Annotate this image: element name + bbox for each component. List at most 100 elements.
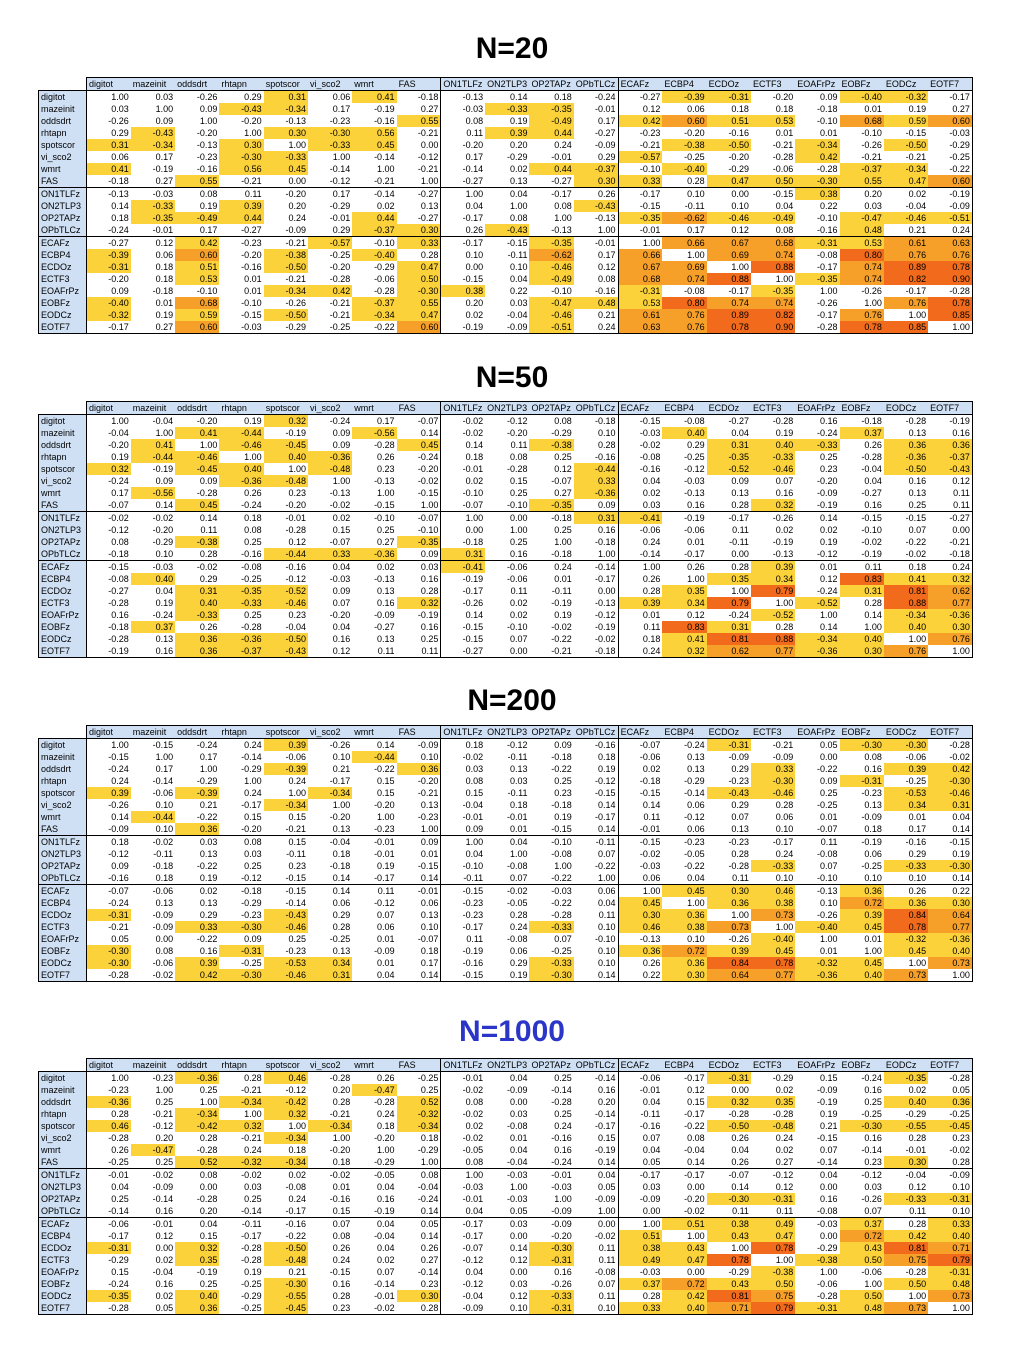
correlation-cell: 0.41 [883, 573, 929, 585]
correlation-cell: 0.78 [750, 1242, 796, 1254]
correlation-cell: -0.14 [241, 1206, 262, 1216]
row-label: mazeinit [38, 1084, 87, 1096]
correlation-cell: 0.36 [396, 763, 441, 775]
correlation-cell: 0.13 [377, 586, 395, 596]
correlation-cell: 0.16 [554, 1145, 572, 1155]
correlation-cell: -0.47 [352, 1084, 397, 1096]
correlation-cell: 0.13 [731, 488, 749, 498]
table-row: EOAFrPz 0.15 -0.04 -0.19 0.19 0.21 -0.15 0.07 -0… [38, 1266, 973, 1278]
correlation-cell: -0.01 [329, 213, 351, 223]
correlation-cell: -0.27 [928, 511, 973, 524]
correlation-cell: 0.11 [200, 525, 218, 535]
correlation-cell: -0.31 [219, 945, 264, 957]
correlation-cell: -0.23 [329, 116, 351, 126]
correlation-cell: 0.18 [155, 274, 174, 284]
correlation-cell: -0.07 [417, 934, 439, 944]
correlation-cell: -0.05 [506, 898, 528, 908]
correlation-cell: -0.35 [85, 1290, 131, 1302]
correlation-cell: -0.02 [485, 884, 530, 897]
correlation-cell: 0.40 [928, 945, 973, 957]
correlation-cell: -0.37 [219, 645, 264, 658]
correlation-cell: -0.33 [750, 860, 796, 872]
table-row: EOBFz -0.40 0.01 0.68 -0.10 -0.26 -0.21 -0.37 0.… [38, 297, 973, 309]
correlation-cell: 0.63 [928, 236, 973, 249]
correlation-cell: 0.12 [509, 1255, 528, 1265]
correlation-cell: -0.19 [374, 1206, 395, 1216]
correlation-cell: 0.08 [85, 536, 131, 548]
correlation-cell: 1.00 [244, 452, 262, 462]
correlation-cell: -0.07 [85, 499, 131, 512]
column-header: EODCz [883, 1058, 929, 1072]
correlation-cell: -0.23 [440, 897, 486, 909]
correlation-cell: 0.67 [706, 236, 751, 249]
correlation-cell: 0.09 [332, 428, 351, 438]
correlation-cell: -0.04 [152, 416, 174, 426]
correlation-cell: -0.37 [352, 224, 397, 237]
correlation-cell: -0.02 [440, 427, 486, 439]
correlation-cell: 1.00 [908, 958, 927, 968]
correlation-cell: -0.13 [440, 90, 486, 103]
correlation-cell: 0.00 [420, 140, 439, 150]
correlation-cell: -0.33 [883, 1193, 929, 1205]
correlation-cell: 0.08 [509, 213, 528, 223]
column-header: vi_sco2 [307, 401, 353, 415]
correlation-cell: 1.00 [440, 187, 486, 200]
correlation-cell: 0.19 [908, 104, 927, 114]
correlation-cell: -0.43 [928, 463, 973, 475]
correlation-cell: -0.06 [617, 1071, 663, 1084]
correlation-cell: 1.00 [288, 140, 306, 150]
correlation-cell: 0.33 [396, 236, 441, 249]
correlation-cell: -0.14 [352, 187, 397, 200]
correlation-cell: 0.13 [420, 201, 439, 211]
row-label: OPbTLCz [38, 224, 87, 237]
correlation-cell: -0.14 [374, 1279, 395, 1289]
correlation-cell: 0.36 [883, 439, 929, 451]
correlation-cell: 0.13 [908, 428, 927, 438]
correlation-cell: 0.25 [420, 1085, 439, 1095]
correlation-cell: -0.28 [795, 321, 840, 334]
correlation-cell: 0.01 [332, 1182, 351, 1192]
correlation-cell: -0.03 [219, 321, 264, 334]
correlation-cell: -0.28 [374, 440, 395, 450]
correlation-cell: 0.08 [440, 1096, 486, 1108]
correlation-cell: -0.33 [263, 151, 308, 163]
correlation-cell: 0.75 [750, 1290, 796, 1302]
row-label: OPbTLCz [38, 548, 87, 561]
correlation-cell: -0.22 [285, 1231, 306, 1241]
correlation-cell: -0.23 [440, 909, 486, 921]
correlation-cell: -0.33 [130, 200, 176, 212]
correlation-cell: 0.16 [554, 1267, 572, 1277]
correlation-cell: 0.16 [820, 1194, 838, 1204]
correlation-cell: 0.12 [288, 537, 306, 547]
correlation-cell: 0.33 [617, 1302, 663, 1315]
correlation-cell: 0.24 [775, 849, 794, 859]
correlation-cell: 0.00 [598, 586, 616, 596]
correlation-cell: 0.46 [263, 1071, 308, 1084]
correlation-cell: 0.88 [750, 633, 796, 645]
correlation-cell: 0.20 [598, 1097, 616, 1107]
correlation-cell: 0.14 [864, 610, 882, 620]
correlation-cell: 0.10 [598, 958, 616, 968]
correlation-cell: 0.41 [175, 427, 220, 439]
correlation-cell: -0.17 [684, 1109, 705, 1119]
correlation-cell: 0.35 [175, 1254, 220, 1266]
correlation-cell: -0.04 [506, 310, 528, 320]
correlation-cell: -0.18 [551, 800, 572, 810]
correlation-cell: 0.08 [509, 452, 528, 462]
correlation-cell: -0.10 [817, 873, 838, 883]
correlation-cell: -0.09 [551, 1206, 572, 1216]
correlation-cell: 0.66 [617, 249, 663, 261]
correlation-cell: 0.21 [908, 225, 927, 235]
row-label: ECDOz [38, 1242, 87, 1254]
correlation-cell: 0.85 [928, 309, 973, 321]
correlation-cell: 0.04 [352, 1217, 397, 1230]
correlation-cell: -0.32 [883, 90, 929, 103]
correlation-cell: 0.23 [288, 610, 306, 620]
correlation-cell: -0.23 [861, 788, 882, 798]
correlation-cell: 0.90 [928, 273, 973, 285]
correlation-cell: 0.09 [820, 92, 838, 102]
correlation-cell: -0.25 [551, 946, 572, 956]
correlation-cell: 0.28 [244, 1073, 262, 1083]
correlation-cell: 0.04 [617, 475, 663, 487]
correlation-cell: 0.10 [598, 922, 616, 932]
